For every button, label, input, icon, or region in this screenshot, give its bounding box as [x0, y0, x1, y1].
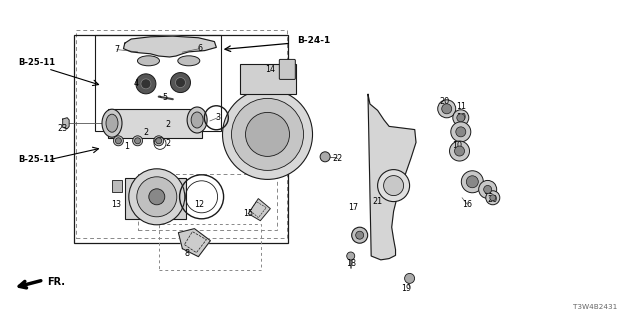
Text: 1: 1: [124, 142, 129, 151]
Circle shape: [113, 136, 124, 146]
Circle shape: [149, 189, 165, 205]
Circle shape: [454, 146, 465, 156]
Text: 2: 2: [165, 139, 170, 148]
Circle shape: [320, 152, 330, 162]
Circle shape: [223, 89, 312, 180]
Bar: [125, 178, 186, 219]
Circle shape: [137, 177, 177, 217]
Polygon shape: [248, 199, 270, 221]
Bar: [108, 109, 202, 138]
Circle shape: [141, 79, 151, 89]
Circle shape: [479, 180, 497, 198]
Text: 10: 10: [452, 141, 463, 150]
Text: 6: 6: [197, 44, 202, 53]
Text: FR.: FR.: [47, 277, 65, 287]
Text: B-25-11: B-25-11: [19, 155, 56, 164]
Circle shape: [356, 231, 364, 239]
Circle shape: [451, 122, 471, 142]
Text: 2: 2: [165, 120, 170, 129]
Ellipse shape: [187, 107, 207, 133]
Circle shape: [132, 136, 143, 146]
Polygon shape: [63, 118, 69, 129]
Circle shape: [453, 110, 468, 126]
Circle shape: [404, 273, 415, 284]
Circle shape: [378, 170, 410, 202]
Circle shape: [457, 114, 465, 122]
Circle shape: [246, 112, 289, 156]
Text: 16: 16: [462, 200, 472, 209]
Text: 14: 14: [265, 65, 275, 74]
Text: T3W4B2431: T3W4B2431: [573, 304, 618, 310]
Circle shape: [383, 176, 404, 196]
Bar: [74, 35, 288, 243]
Circle shape: [134, 138, 141, 144]
Bar: [95, 35, 221, 131]
Circle shape: [467, 176, 478, 188]
Ellipse shape: [106, 114, 118, 132]
Circle shape: [175, 77, 186, 88]
Text: 10: 10: [467, 179, 477, 188]
Circle shape: [115, 138, 122, 144]
Bar: [138, 174, 277, 230]
Text: 13: 13: [111, 200, 122, 209]
Ellipse shape: [191, 112, 203, 128]
Text: 2: 2: [143, 128, 148, 137]
Text: 20: 20: [439, 97, 449, 106]
Bar: [159, 224, 261, 270]
Text: 5: 5: [163, 93, 168, 102]
Circle shape: [136, 74, 156, 94]
Ellipse shape: [138, 56, 159, 66]
Text: 9: 9: [356, 232, 361, 241]
Text: B-25-11: B-25-11: [19, 58, 56, 67]
Text: B-24-1: B-24-1: [297, 36, 330, 45]
Ellipse shape: [102, 109, 122, 137]
Text: 17: 17: [348, 204, 358, 212]
Text: 4: 4: [175, 79, 180, 88]
Circle shape: [438, 100, 456, 118]
Polygon shape: [368, 94, 416, 260]
Text: 15: 15: [243, 209, 253, 218]
Circle shape: [486, 191, 500, 205]
Circle shape: [170, 73, 191, 92]
Circle shape: [442, 104, 452, 114]
Circle shape: [232, 99, 303, 170]
Circle shape: [154, 136, 164, 146]
Text: 23: 23: [58, 124, 68, 132]
Text: 3: 3: [215, 113, 220, 122]
Text: 22: 22: [333, 154, 343, 163]
FancyBboxPatch shape: [279, 60, 295, 79]
Circle shape: [352, 227, 368, 243]
Text: 11: 11: [483, 187, 493, 196]
Ellipse shape: [178, 56, 200, 66]
Text: 7: 7: [115, 45, 120, 54]
Text: 4: 4: [133, 79, 138, 88]
Text: 20: 20: [488, 195, 498, 204]
Text: 21: 21: [372, 197, 383, 206]
Circle shape: [456, 127, 466, 137]
Text: 10: 10: [456, 113, 466, 122]
Circle shape: [347, 252, 355, 260]
Text: 8: 8: [184, 249, 189, 258]
Circle shape: [449, 141, 470, 161]
Polygon shape: [179, 228, 211, 257]
Circle shape: [490, 195, 496, 201]
Bar: [76, 30, 287, 238]
Bar: [240, 64, 296, 94]
Bar: [112, 180, 122, 192]
Text: 11: 11: [456, 102, 466, 111]
Polygon shape: [124, 36, 216, 57]
Text: 12: 12: [195, 200, 205, 209]
Text: 18: 18: [346, 259, 356, 268]
Circle shape: [156, 138, 162, 144]
Circle shape: [461, 171, 483, 193]
Text: 19: 19: [401, 284, 412, 293]
Circle shape: [484, 186, 492, 193]
Circle shape: [129, 169, 185, 225]
